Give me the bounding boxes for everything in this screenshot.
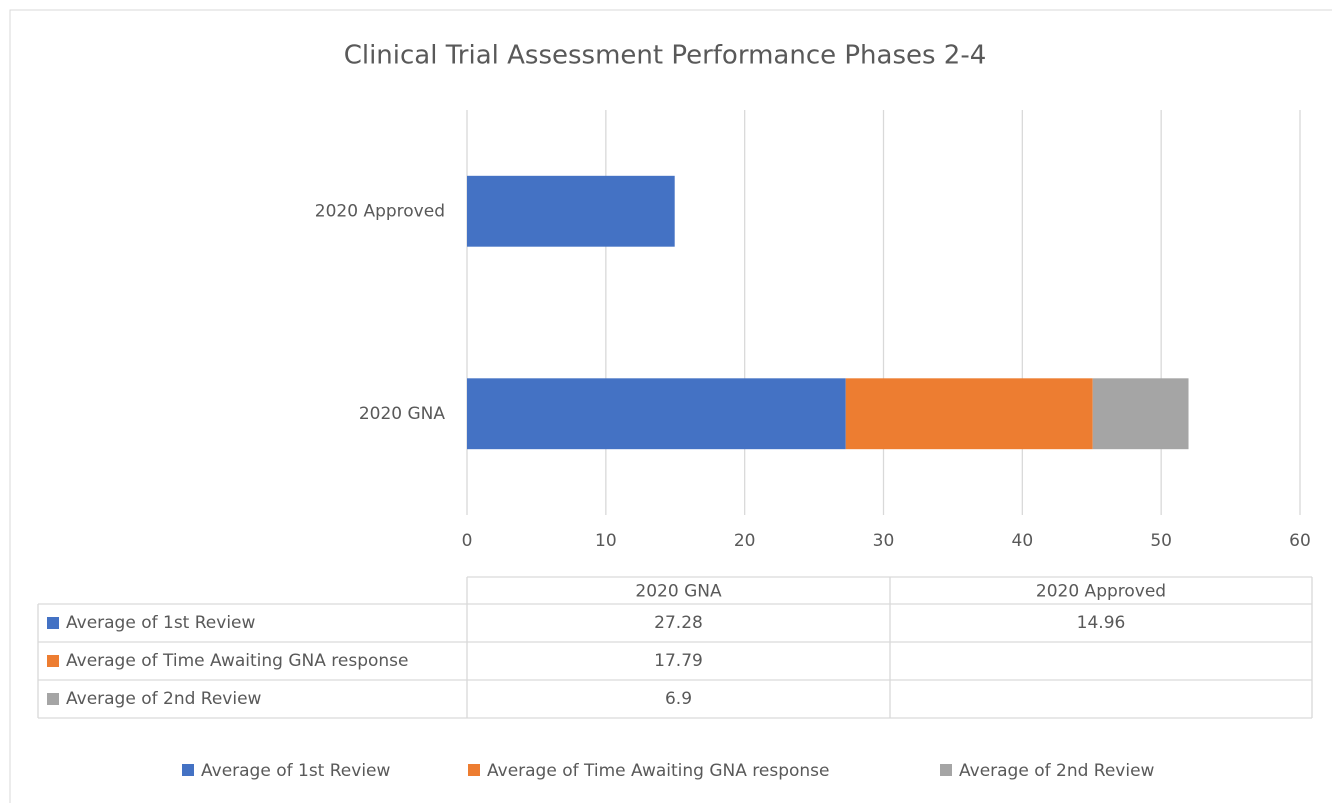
table-cell: 27.28 <box>654 613 703 633</box>
bar-segment <box>1092 378 1189 450</box>
table-legend-swatch <box>47 655 59 667</box>
x-tick-label: 50 <box>1150 531 1172 551</box>
bar-segment <box>467 175 675 247</box>
legend-label: Average of Time Awaiting GNA response <box>487 761 830 781</box>
table-header: 2020 Approved <box>1036 582 1166 602</box>
x-tick-label: 30 <box>873 531 895 551</box>
table-row-label: Average of Time Awaiting GNA response <box>66 651 409 671</box>
legend-swatch <box>182 764 194 776</box>
bar-segment <box>845 378 1093 450</box>
x-tick-label: 10 <box>595 531 617 551</box>
legend-label: Average of 2nd Review <box>959 761 1155 781</box>
table-row-label: Average of 2nd Review <box>66 689 262 709</box>
y-tick-label: 2020 GNA <box>359 404 446 424</box>
table-row-label: Average of 1st Review <box>66 613 255 633</box>
legend-label: Average of 1st Review <box>201 761 390 781</box>
x-tick-label: 0 <box>462 531 473 551</box>
legend-swatch <box>940 764 952 776</box>
table-header: 2020 GNA <box>635 582 722 602</box>
table-cell: 6.9 <box>665 689 692 709</box>
table-legend-swatch <box>47 617 59 629</box>
bar-segment <box>467 378 846 450</box>
table-legend-swatch <box>47 693 59 705</box>
table-cell: 17.79 <box>654 651 703 671</box>
y-tick-label: 2020 Approved <box>315 201 445 221</box>
x-tick-label: 20 <box>734 531 756 551</box>
table-cell: 14.96 <box>1077 613 1126 633</box>
chart-title: Clinical Trial Assessment Performance Ph… <box>344 41 987 71</box>
x-tick-label: 60 <box>1289 531 1311 551</box>
x-tick-label: 40 <box>1012 531 1034 551</box>
legend-swatch <box>468 764 480 776</box>
